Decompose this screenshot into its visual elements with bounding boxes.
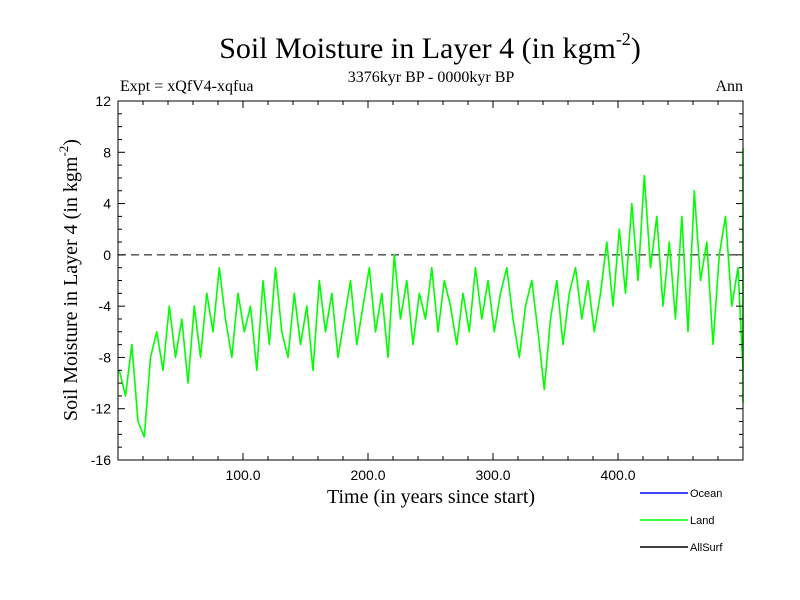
x-ticks-group: 100.0 200.0 300.0 400.0 xyxy=(142,101,719,483)
legend-label-ocean: Ocean xyxy=(690,488,722,500)
subtitle-season: Ann xyxy=(715,78,743,95)
series-line-land xyxy=(118,147,744,438)
x-tick-label: 100.0 xyxy=(225,467,260,483)
y-tick-label: -8 xyxy=(99,349,112,365)
y-tick-label: 12 xyxy=(95,93,111,109)
y-tick-label: 8 xyxy=(103,144,111,160)
subtitle-experiment: Expt = xQfV4-xqfua xyxy=(120,78,253,95)
chart-title-superscript: -2 xyxy=(616,29,631,49)
y-ticks-group: 12 8 4 0 -4 -8 -12 -16 xyxy=(91,93,743,468)
legend-label-allsurf: AllSurf xyxy=(690,542,723,554)
y-tick-label: -16 xyxy=(91,452,111,468)
y-axis-label-main: Soil Moisture in Layer 4 (in kgm xyxy=(60,156,82,421)
subtitle-period: 3376kyr BP - 0000kyr BP xyxy=(348,69,515,86)
y-axis-label-close: ) xyxy=(60,139,82,146)
y-tick-label: -12 xyxy=(91,401,111,417)
legend: Ocean Land AllSurf xyxy=(640,488,723,554)
y-tick-label: 0 xyxy=(103,247,111,263)
x-axis-label: Time (in years since start) xyxy=(327,486,535,508)
x-tick-label: 300.0 xyxy=(475,467,510,483)
y-tick-label: 4 xyxy=(103,196,111,212)
chart-title-close: ) xyxy=(631,32,641,65)
x-tick-label: 400.0 xyxy=(600,467,635,483)
y-axis-label-superscript: -2 xyxy=(56,146,71,157)
y-axis-label: Soil Moisture in Layer 4 (in kgm-2) xyxy=(56,139,82,421)
y-tick-label: -4 xyxy=(99,298,112,314)
series-group xyxy=(118,147,744,438)
x-tick-label: 200.0 xyxy=(350,467,385,483)
legend-label-land: Land xyxy=(690,515,714,527)
chart-title-main: Soil Moisture in Layer 4 (in kgm xyxy=(219,32,616,65)
chart-title: Soil Moisture in Layer 4 (in kgm-2) xyxy=(219,29,641,65)
